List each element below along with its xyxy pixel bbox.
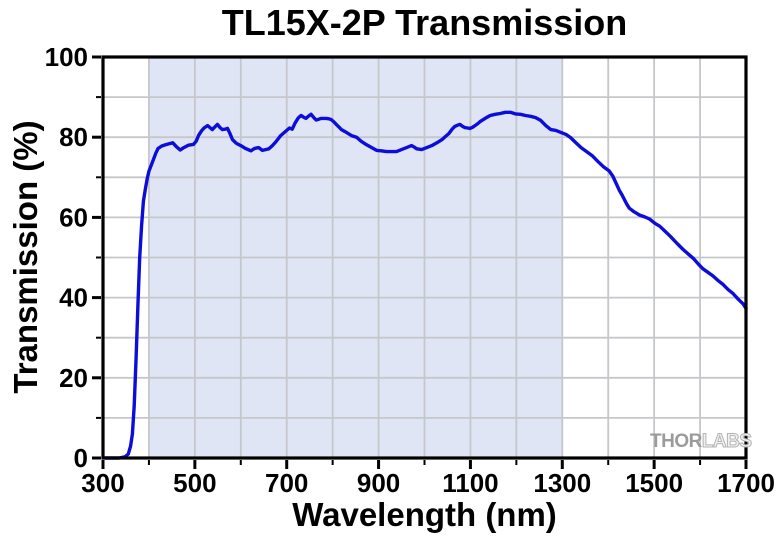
svg-text:40: 40 xyxy=(59,283,88,313)
svg-text:1500: 1500 xyxy=(625,468,683,498)
svg-text:20: 20 xyxy=(59,363,88,393)
svg-text:60: 60 xyxy=(59,202,88,232)
chart-title: TL15X-2P Transmission xyxy=(221,2,628,43)
svg-text:700: 700 xyxy=(265,468,308,498)
svg-text:1700: 1700 xyxy=(717,468,775,498)
x-tick-labels: 300 500 700 900 1100 1300 1500 1700 xyxy=(81,468,775,498)
y-tick-labels: 0 20 40 60 80 100 xyxy=(45,42,88,473)
plot-frame xyxy=(101,55,748,460)
svg-text:0: 0 xyxy=(74,443,88,473)
axis-ticks xyxy=(92,55,748,469)
svg-text:500: 500 xyxy=(173,468,216,498)
svg-text:1100: 1100 xyxy=(442,468,498,498)
svg-text:900: 900 xyxy=(357,468,400,498)
svg-text:300: 300 xyxy=(81,468,124,498)
watermark-labs: LABS xyxy=(701,431,752,453)
transmission-curve xyxy=(103,110,748,460)
svg-text:100: 100 xyxy=(45,42,88,72)
svg-text:80: 80 xyxy=(59,122,88,152)
thorlabs-watermark: THORLABS xyxy=(650,431,753,453)
watermark-thor: THOR xyxy=(650,431,702,452)
svg-text:1300: 1300 xyxy=(533,468,591,498)
gridlines xyxy=(103,57,746,458)
x-axis-label: Wavelength (nm) xyxy=(292,496,557,533)
